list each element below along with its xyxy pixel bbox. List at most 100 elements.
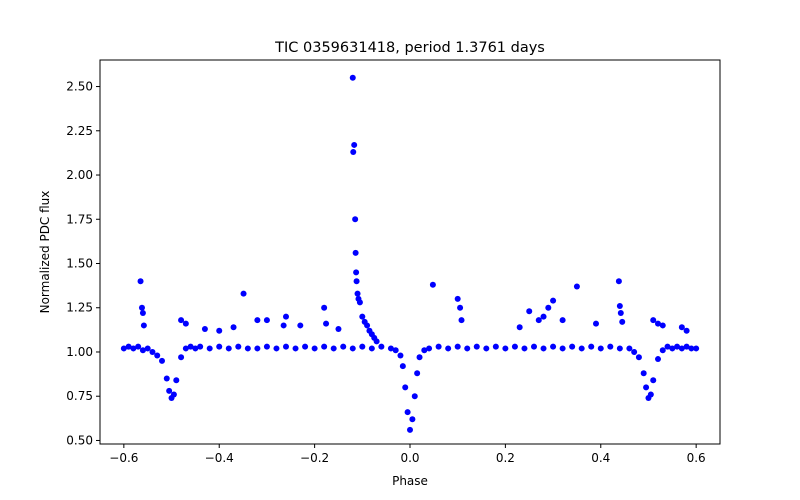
data-point [352, 249, 359, 256]
data-point [688, 345, 695, 352]
data-point [321, 304, 328, 311]
x-tick-label: −0.6 [109, 451, 138, 465]
data-point [387, 345, 394, 352]
data-point [292, 345, 299, 352]
data-point [683, 327, 690, 334]
data-point [351, 141, 358, 148]
data-point [545, 304, 552, 311]
data-point [535, 317, 542, 324]
data-point [166, 387, 173, 394]
data-point [409, 416, 416, 423]
data-point [368, 345, 375, 352]
data-point [483, 345, 490, 352]
data-point [559, 317, 566, 324]
data-point [349, 74, 356, 81]
data-point [650, 377, 657, 384]
data-point [402, 384, 409, 391]
data-point [640, 370, 647, 377]
data-point [139, 347, 146, 354]
data-point [659, 347, 666, 354]
data-point [593, 320, 599, 327]
data-point [531, 343, 537, 350]
data-point [378, 343, 385, 350]
data-point [187, 343, 194, 350]
data-point [302, 343, 309, 350]
data-point [201, 325, 208, 332]
y-tick-label: 2.25 [66, 124, 93, 138]
y-tick-label: 0.75 [66, 389, 93, 403]
y-tick-label: 1.00 [66, 345, 93, 359]
data-point [617, 310, 624, 317]
data-point [411, 393, 418, 400]
y-tick-label: 0.50 [66, 433, 93, 447]
data-point [330, 345, 337, 352]
data-point [588, 343, 595, 350]
data-point [404, 409, 411, 416]
data-point [569, 343, 576, 350]
data-point [225, 345, 232, 352]
data-point [540, 313, 547, 320]
data-point [354, 290, 361, 297]
x-tick-label: 0.0 [400, 451, 419, 465]
data-point [182, 320, 189, 327]
data-point [616, 345, 623, 352]
data-point [159, 357, 165, 364]
data-point [678, 345, 685, 352]
data-point [457, 304, 464, 311]
data-point [359, 343, 366, 350]
data-point [353, 269, 360, 276]
data-point [526, 308, 533, 315]
data-point [674, 343, 681, 350]
data-point [297, 322, 304, 329]
y-tick-label: 1.50 [66, 257, 93, 271]
data-point [340, 343, 347, 350]
data-point [149, 348, 156, 355]
data-point [597, 345, 604, 352]
data-point [643, 384, 650, 391]
data-point [683, 343, 690, 350]
y-tick-label: 2.00 [66, 168, 93, 182]
data-point [137, 278, 144, 285]
data-point [464, 345, 471, 352]
data-point [254, 345, 261, 352]
data-point [458, 317, 465, 324]
data-point [192, 345, 199, 352]
data-point [550, 297, 557, 304]
data-point [163, 375, 170, 382]
data-point [616, 302, 623, 309]
data-point [429, 281, 436, 288]
data-point [273, 345, 280, 352]
data-point [350, 149, 357, 156]
data-point [216, 327, 223, 334]
x-tick-label: 0.6 [687, 451, 706, 465]
y-axis-label: Normalized PDC flux [38, 191, 52, 314]
data-point [230, 324, 237, 331]
data-point [254, 317, 261, 324]
data-point [615, 278, 622, 285]
data-point [607, 343, 614, 350]
data-point [138, 304, 145, 311]
data-point [349, 345, 356, 352]
data-point [373, 338, 380, 345]
data-point [335, 325, 342, 332]
x-tick-label: 0.4 [591, 451, 610, 465]
x-tick-label: −0.4 [205, 451, 234, 465]
data-point [445, 345, 452, 352]
data-point [154, 352, 161, 359]
data-point [283, 343, 289, 350]
x-axis: −0.6 −0.4 −0.2 0.0 0.2 0.4 0.6 [109, 444, 706, 465]
plot-frame [99, 59, 721, 445]
data-point [550, 343, 557, 350]
data-point [647, 391, 654, 398]
data-point [631, 348, 638, 355]
data-point [399, 363, 406, 370]
data-point [173, 377, 180, 384]
data-point [473, 343, 480, 350]
data-point [559, 345, 566, 352]
y-tick-label: 1.25 [66, 301, 93, 315]
data-point [426, 345, 433, 352]
data-point [216, 343, 223, 350]
data-point [659, 322, 666, 329]
data-point [511, 343, 518, 350]
